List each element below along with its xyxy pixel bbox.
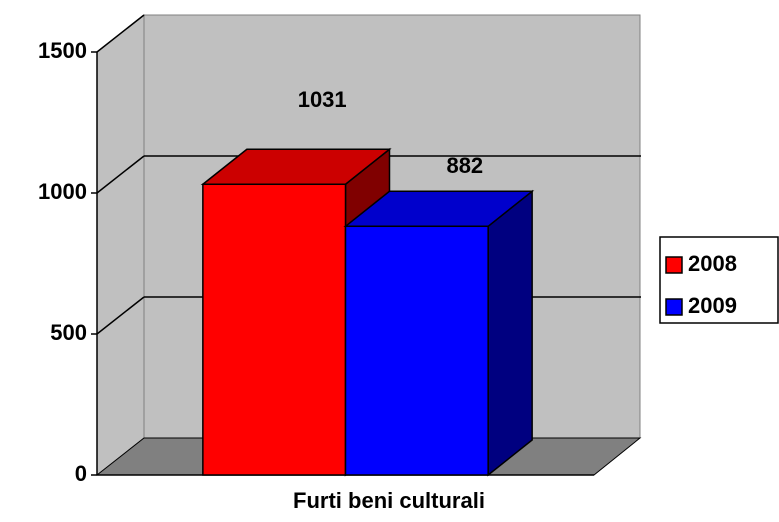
bars: 1031 882 xyxy=(200,87,535,477)
legend-swatch xyxy=(665,256,683,274)
legend-swatch xyxy=(665,298,683,316)
bar-top xyxy=(200,148,392,186)
grid-line xyxy=(96,155,145,194)
bar xyxy=(344,225,489,476)
legend-label: 2009 xyxy=(688,293,737,318)
y-tick-label: 1000 xyxy=(38,179,87,204)
legend-items: 2008 2009 xyxy=(665,251,737,318)
data-label: 1031 xyxy=(298,87,347,112)
grid-line xyxy=(96,296,145,335)
legend-label: 2008 xyxy=(688,251,737,276)
y-tick-label: 500 xyxy=(50,320,87,345)
left-wall xyxy=(96,13,145,477)
bar-top xyxy=(343,190,535,228)
bar xyxy=(202,183,347,476)
data-label: 882 xyxy=(446,153,483,178)
grid: 0 500 1000 1500 xyxy=(38,14,641,486)
y-tick-label: 0 xyxy=(75,461,87,486)
bar-side xyxy=(487,189,533,477)
grid-line xyxy=(96,14,145,53)
y-tick-label: 1500 xyxy=(38,38,87,63)
category-label: Furti beni culturali xyxy=(293,488,485,513)
